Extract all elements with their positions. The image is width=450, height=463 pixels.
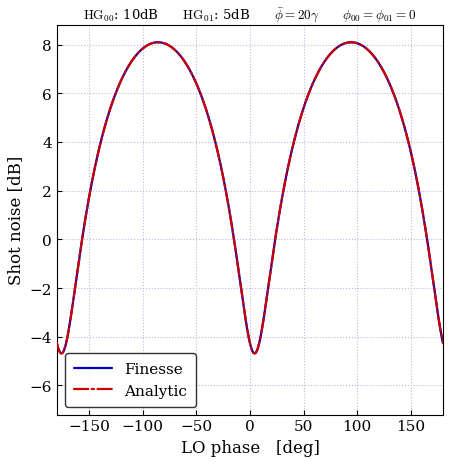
Y-axis label: Shot noise [dB]: Shot noise [dB]: [7, 156, 24, 285]
Analytic: [99, 139, 104, 144]
Finesse: [392, 93, 397, 99]
Line: Analytic: Analytic: [57, 43, 443, 354]
Analytic: [121, 73, 126, 78]
Analytic: [59, 351, 64, 357]
Analytic: [348, 40, 354, 46]
Finesse: [202, 104, 208, 110]
Analytic: [219, 169, 225, 174]
Finesse: [59, 351, 64, 357]
Finesse: [433, 297, 438, 302]
Finesse: [54, 341, 59, 346]
Analytic: [441, 341, 446, 346]
Analytic: [54, 341, 59, 346]
Finesse: [99, 139, 104, 144]
X-axis label: LO phase   [deg]: LO phase [deg]: [180, 439, 320, 456]
Analytic: [392, 93, 397, 99]
Finesse: [348, 40, 354, 46]
Finesse: [441, 341, 446, 346]
Analytic: [433, 297, 438, 302]
Legend: Finesse, Analytic: Finesse, Analytic: [64, 353, 196, 407]
Finesse: [219, 169, 225, 174]
Line: Finesse: Finesse: [57, 43, 443, 354]
Title: $\mathrm{HG}_{00}$: 10dB      $\mathrm{HG}_{01}$: 5dB      $\bar{\phi} = 20°$   : $\mathrm{HG}_{00}$: 10dB $\mathrm{HG}_{0…: [83, 7, 417, 24]
Analytic: [202, 104, 208, 110]
Finesse: [121, 73, 126, 78]
